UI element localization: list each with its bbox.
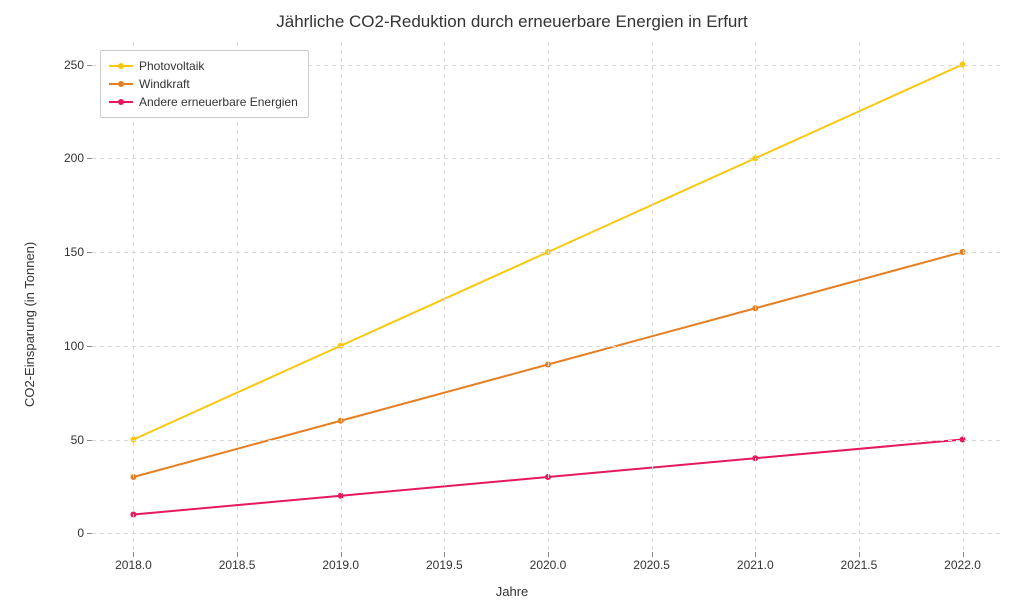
xtick-label: 2021.0	[737, 558, 774, 572]
xtick-mark	[133, 552, 134, 557]
ytick-mark	[87, 346, 92, 347]
legend-label: Windkraft	[139, 75, 190, 93]
ytick-label: 250	[64, 58, 84, 72]
plot-area	[92, 42, 1004, 552]
grid-line-v	[755, 42, 756, 552]
xtick-mark	[237, 552, 238, 557]
x-axis-label: Jahre	[0, 584, 1024, 599]
ytick-label: 150	[64, 245, 84, 259]
xtick-mark	[548, 552, 549, 557]
xtick-mark	[341, 552, 342, 557]
grid-line-v	[341, 42, 342, 552]
grid-line-v	[444, 42, 445, 552]
xtick-label: 2018.0	[115, 558, 152, 572]
ytick-label: 200	[64, 151, 84, 165]
ytick-label: 0	[77, 526, 84, 540]
ytick-label: 50	[71, 433, 84, 447]
xtick-label: 2019.0	[322, 558, 359, 572]
legend-label: Andere erneuerbare Energien	[139, 93, 298, 111]
y-axis-label: CO2-Einsparung (in Tonnen)	[22, 242, 37, 407]
legend-item: Photovoltaik	[109, 57, 298, 75]
grid-line-v	[548, 42, 549, 552]
legend: PhotovoltaikWindkraftAndere erneuerbare …	[100, 50, 309, 118]
xtick-mark	[444, 552, 445, 557]
legend-dot-icon	[118, 81, 124, 87]
ytick-mark	[87, 65, 92, 66]
chart-container: Jährliche CO2-Reduktion durch erneuerbar…	[0, 0, 1024, 614]
xtick-mark	[963, 552, 964, 557]
xtick-label: 2018.5	[219, 558, 256, 572]
legend-label: Photovoltaik	[139, 57, 204, 75]
xtick-mark	[652, 552, 653, 557]
grid-line-v	[652, 42, 653, 552]
legend-item: Andere erneuerbare Energien	[109, 93, 298, 111]
xtick-label: 2020.5	[633, 558, 670, 572]
xtick-label: 2021.5	[841, 558, 878, 572]
grid-line-v	[963, 42, 964, 552]
legend-swatch	[109, 79, 133, 89]
legend-dot-icon	[118, 99, 124, 105]
ytick-mark	[87, 252, 92, 253]
legend-dot-icon	[118, 63, 124, 69]
xtick-label: 2022.0	[944, 558, 981, 572]
grid-line-v	[859, 42, 860, 552]
ytick-mark	[87, 533, 92, 534]
legend-swatch	[109, 61, 133, 71]
grid-line-v	[133, 42, 134, 552]
ytick-mark	[87, 158, 92, 159]
legend-swatch	[109, 97, 133, 107]
xtick-label: 2020.0	[530, 558, 567, 572]
xtick-mark	[859, 552, 860, 557]
ytick-label: 100	[64, 339, 84, 353]
xtick-mark	[755, 552, 756, 557]
chart-title: Jährliche CO2-Reduktion durch erneuerbar…	[0, 12, 1024, 32]
grid-line-v	[237, 42, 238, 552]
xtick-label: 2019.5	[426, 558, 463, 572]
ytick-mark	[87, 440, 92, 441]
legend-item: Windkraft	[109, 75, 298, 93]
